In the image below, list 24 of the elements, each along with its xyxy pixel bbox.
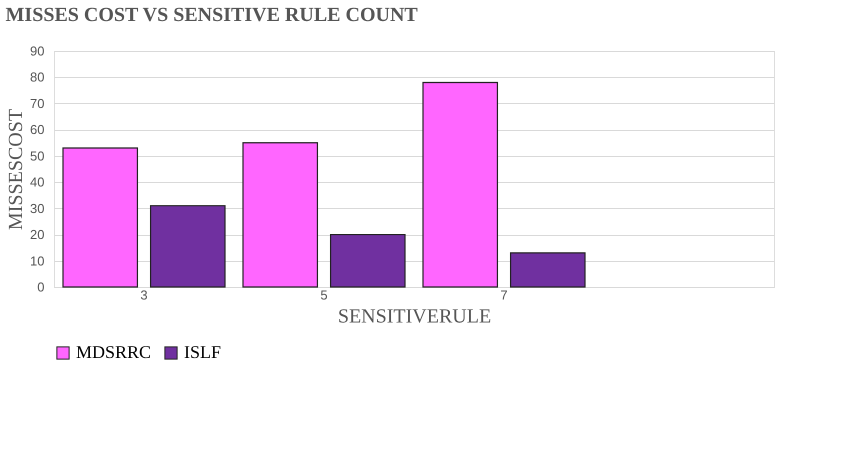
bar — [150, 205, 226, 288]
y-tick-label: 50 — [30, 148, 44, 164]
y-tick-label: 90 — [30, 44, 44, 58]
y-tick-label: 0 — [37, 280, 44, 294]
y-axis-title: MISSESCOST — [5, 108, 28, 230]
chart-title: MISSES COST VS SENSITIVE RULE COUNT — [6, 4, 418, 26]
legend-label: MDSRRC — [76, 342, 152, 362]
y-tick-label: 80 — [30, 70, 44, 85]
bar — [510, 252, 586, 288]
x-tick-label: 3 — [140, 288, 148, 302]
bar — [330, 234, 406, 288]
x-tick-label: 5 — [320, 288, 328, 302]
legend-label: ISLF — [184, 342, 222, 362]
bar — [242, 142, 318, 288]
y-tick-label: 60 — [30, 122, 44, 138]
y-tick-label: 20 — [30, 227, 44, 242]
y-tick-label: 30 — [30, 200, 44, 216]
bar — [422, 82, 498, 288]
y-tick-label: 70 — [30, 96, 44, 111]
y-tick-label: 40 — [30, 174, 44, 190]
bar — [62, 147, 138, 288]
x-axis-title: SENSITIVERULE — [338, 306, 492, 328]
y-tick-label: 10 — [30, 253, 44, 268]
x-tick-label: 7 — [500, 288, 508, 302]
